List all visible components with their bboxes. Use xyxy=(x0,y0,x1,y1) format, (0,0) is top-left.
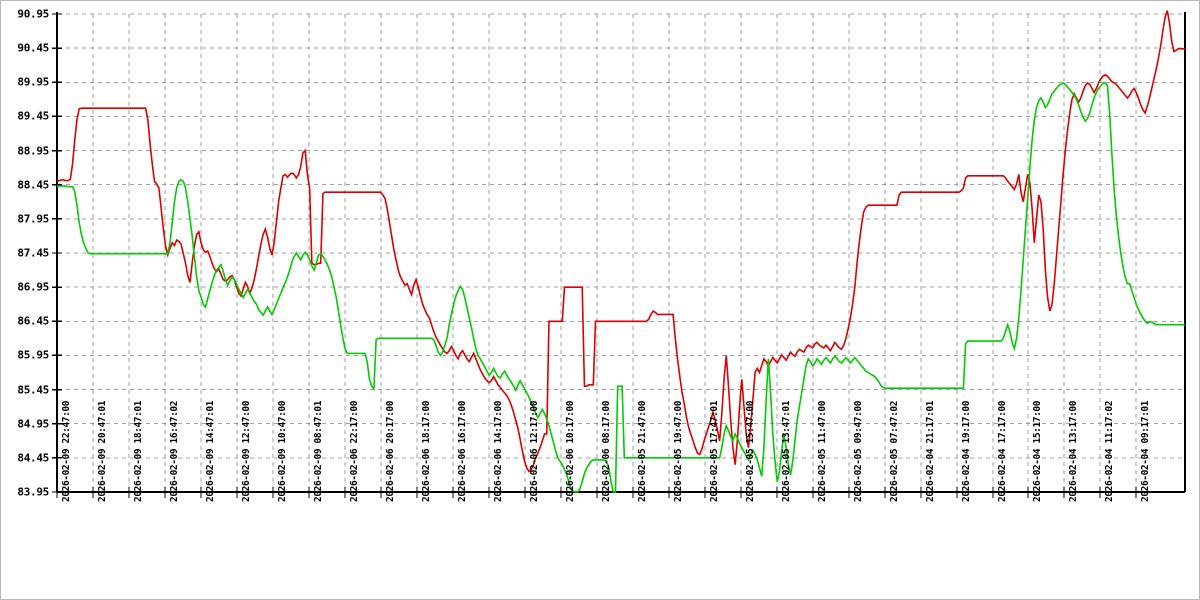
series-line-lower xyxy=(57,82,1185,493)
data-series xyxy=(56,10,1185,493)
series-line-upper xyxy=(56,10,1185,473)
axis-ticks xyxy=(52,13,1137,498)
